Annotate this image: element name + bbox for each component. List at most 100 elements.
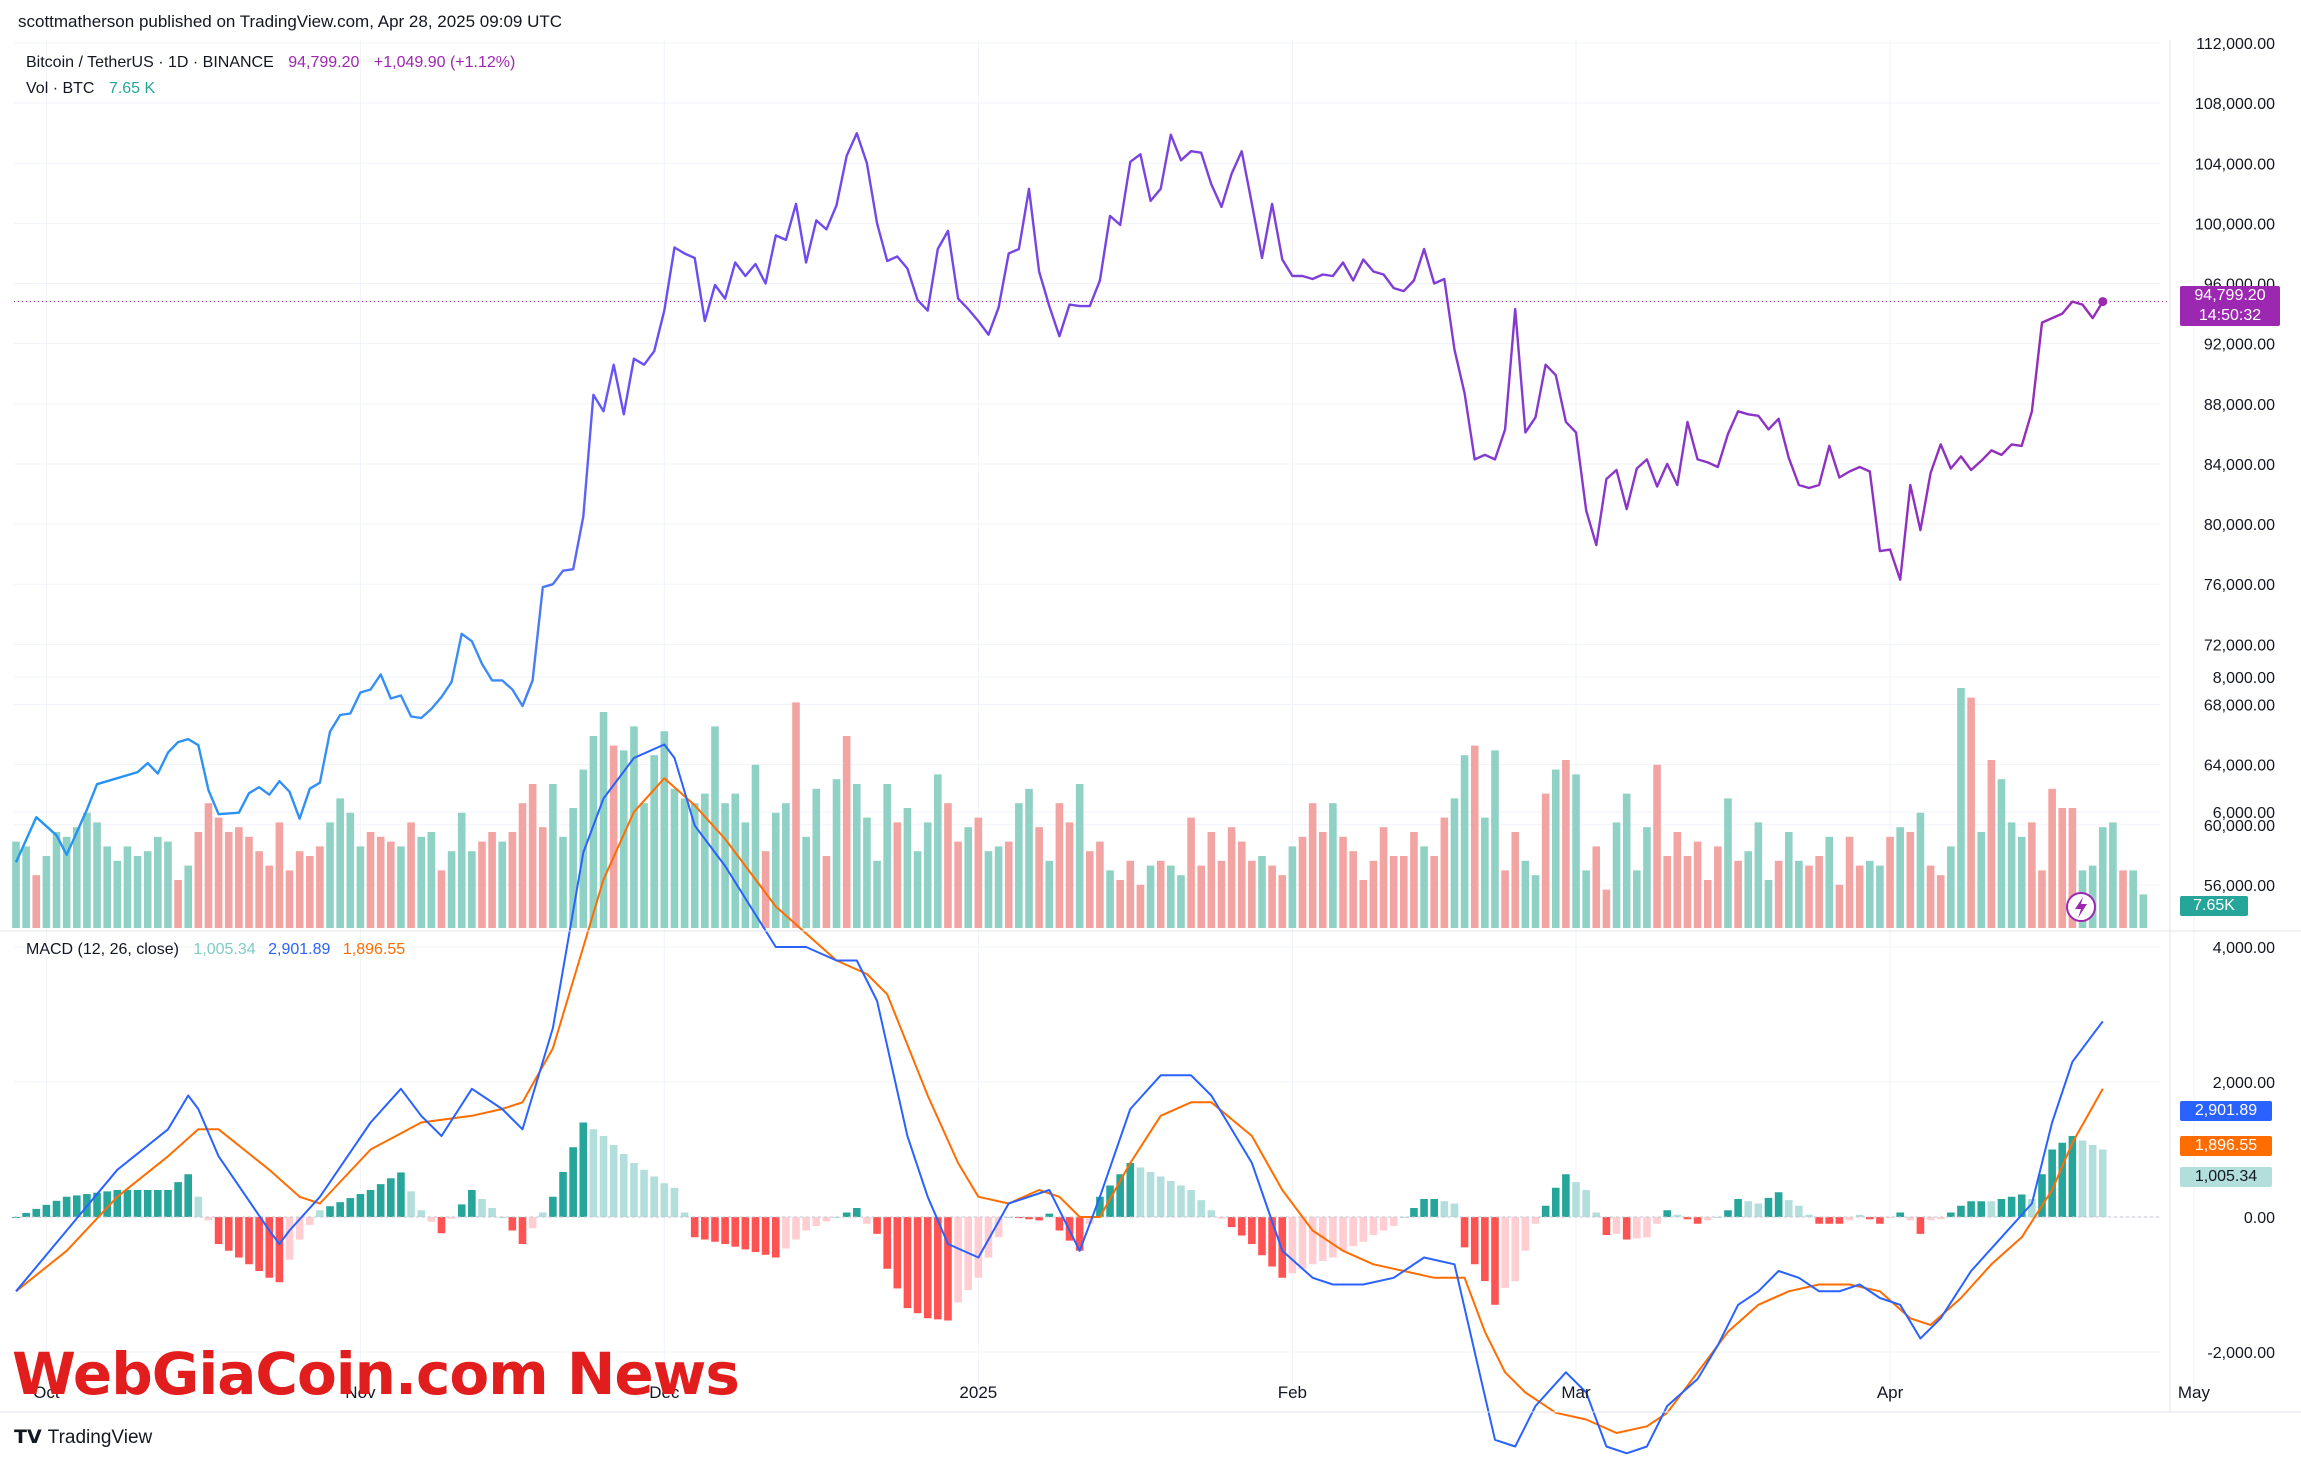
volume-bar bbox=[1025, 788, 1033, 928]
macd-histogram-bar bbox=[194, 1196, 203, 1217]
volume-bar bbox=[1764, 880, 1773, 928]
volume-bar bbox=[1248, 860, 1256, 928]
macd-histogram-bar bbox=[1025, 1217, 1033, 1220]
macd-histogram-bar bbox=[1015, 1217, 1023, 1219]
macd-histogram-bar bbox=[2048, 1149, 2056, 1217]
volume-bar bbox=[1521, 860, 1530, 928]
macd-histogram-bar bbox=[1531, 1217, 1540, 1224]
macd-histogram-bar bbox=[174, 1182, 182, 1217]
macd-histogram-bar bbox=[224, 1217, 233, 1251]
volume-bar bbox=[1562, 760, 1570, 928]
macd-histogram-bar bbox=[93, 1192, 101, 1217]
time-tick-label: 2025 bbox=[959, 1383, 997, 1402]
volume-bar bbox=[599, 712, 608, 928]
price-tag-value: 94,799.20 bbox=[2194, 287, 2266, 304]
macd-histogram-bar bbox=[366, 1190, 375, 1217]
volume-bar bbox=[457, 812, 466, 928]
macd-histogram-bar bbox=[913, 1217, 922, 1314]
volume-bar bbox=[164, 841, 172, 928]
macd-histogram-bar bbox=[599, 1136, 608, 1217]
macd-tick-label: 6,000.00 bbox=[2213, 805, 2275, 822]
volume-bar bbox=[883, 784, 891, 928]
volume-bar bbox=[1298, 836, 1307, 928]
volume-bar bbox=[113, 860, 122, 928]
volume-bar bbox=[660, 731, 669, 928]
volume-bar bbox=[609, 745, 618, 928]
macd-histogram-bar bbox=[1865, 1217, 1874, 1220]
symbol-name[interactable]: Bitcoin / TetherUS · 1D · BINANCE bbox=[26, 54, 274, 71]
volume-bar bbox=[143, 851, 152, 928]
volume-bar bbox=[1075, 784, 1084, 928]
macd-histogram-bar bbox=[1724, 1210, 1732, 1217]
volume-bar bbox=[1612, 822, 1621, 928]
macd-tick-label: 0.00 bbox=[2244, 1210, 2275, 1227]
volume-bar bbox=[1602, 889, 1611, 928]
macd-histogram-bar bbox=[1693, 1217, 1702, 1224]
macd-histogram-bar bbox=[1501, 1217, 1509, 1288]
macd-histogram-bar bbox=[1085, 1217, 1094, 1224]
price-tag-countdown: 14:50:32 bbox=[2198, 307, 2262, 324]
volume-legend[interactable]: Vol · BTC 7.65 K bbox=[26, 80, 165, 98]
macd-histogram-bar bbox=[1551, 1187, 1560, 1217]
volume-bar bbox=[1156, 860, 1165, 928]
macd-histogram-bar bbox=[62, 1196, 71, 1217]
macd-histogram-bar bbox=[1359, 1217, 1368, 1242]
macd-histogram-bar bbox=[1237, 1217, 1246, 1236]
volume-bar bbox=[275, 822, 284, 928]
tradingview-logo[interactable]: TV TradingView bbox=[14, 1426, 152, 1449]
macd-histogram-bar bbox=[1460, 1217, 1469, 1248]
volume-bar bbox=[680, 798, 689, 928]
volume-bar bbox=[1167, 865, 1175, 928]
volume-bar bbox=[1096, 841, 1104, 928]
macd-legend[interactable]: MACD (12, 26, close) 1,005.34 2,901.89 1… bbox=[26, 941, 415, 959]
macd-histogram-bar bbox=[1410, 1208, 1418, 1217]
macd-histogram-bar bbox=[397, 1172, 405, 1217]
volume-bar bbox=[214, 817, 223, 928]
volume-bar bbox=[1450, 798, 1459, 928]
volume-bar bbox=[893, 822, 902, 928]
volume-bar bbox=[83, 812, 91, 928]
price-tick-label: 84,000.00 bbox=[2204, 457, 2275, 474]
volume-bar bbox=[346, 812, 355, 928]
macd-histogram-bar bbox=[1268, 1217, 1276, 1267]
volume-bar bbox=[22, 846, 30, 928]
volume-bar bbox=[1015, 803, 1023, 928]
macd-histogram-bar bbox=[680, 1212, 689, 1217]
time-tick-label: Mar bbox=[1561, 1383, 1591, 1402]
volume-bar bbox=[1177, 875, 1185, 928]
macd-histogram-bar bbox=[701, 1217, 709, 1240]
macd-histogram-bar bbox=[326, 1206, 334, 1217]
macd-histogram-bar bbox=[427, 1217, 436, 1222]
macd-histogram-bar bbox=[1217, 1217, 1226, 1219]
symbol-legend[interactable]: Bitcoin / TetherUS · 1D · BINANCE 94,799… bbox=[26, 54, 525, 72]
volume-bar bbox=[1572, 774, 1580, 928]
volume-bar bbox=[2139, 894, 2148, 928]
volume-bar bbox=[1308, 803, 1317, 928]
volume-bar bbox=[822, 856, 831, 928]
volume-bar bbox=[1278, 875, 1287, 928]
volume-bar bbox=[984, 851, 993, 928]
volume-bar bbox=[1784, 832, 1793, 928]
macd-histogram-bar bbox=[468, 1190, 476, 1217]
macd-histogram-bar bbox=[863, 1217, 871, 1224]
macd-histogram-bar bbox=[387, 1178, 395, 1217]
macd-histogram-bar bbox=[1349, 1217, 1357, 1247]
volume-bar bbox=[1926, 865, 1935, 928]
volume-bar bbox=[2058, 808, 2067, 928]
lightning-icon[interactable] bbox=[2064, 890, 2098, 924]
volume-bar bbox=[1268, 865, 1276, 928]
macd-histogram-bar bbox=[1703, 1217, 1712, 1221]
macd-histogram-bar bbox=[1663, 1210, 1671, 1217]
volume-bar bbox=[1703, 880, 1712, 928]
volume-bar bbox=[1106, 870, 1114, 928]
volume-bar bbox=[2129, 870, 2137, 928]
volume-bar bbox=[52, 832, 61, 928]
volume-bar bbox=[1906, 832, 1915, 928]
volume-bar bbox=[1936, 875, 1945, 928]
macd-histogram-bar bbox=[812, 1217, 821, 1226]
macd-histogram-bar bbox=[1116, 1174, 1124, 1217]
time-tick-label: Apr bbox=[1877, 1383, 1904, 1402]
macd-histogram-bar bbox=[22, 1212, 30, 1217]
volume-bar bbox=[478, 841, 486, 928]
